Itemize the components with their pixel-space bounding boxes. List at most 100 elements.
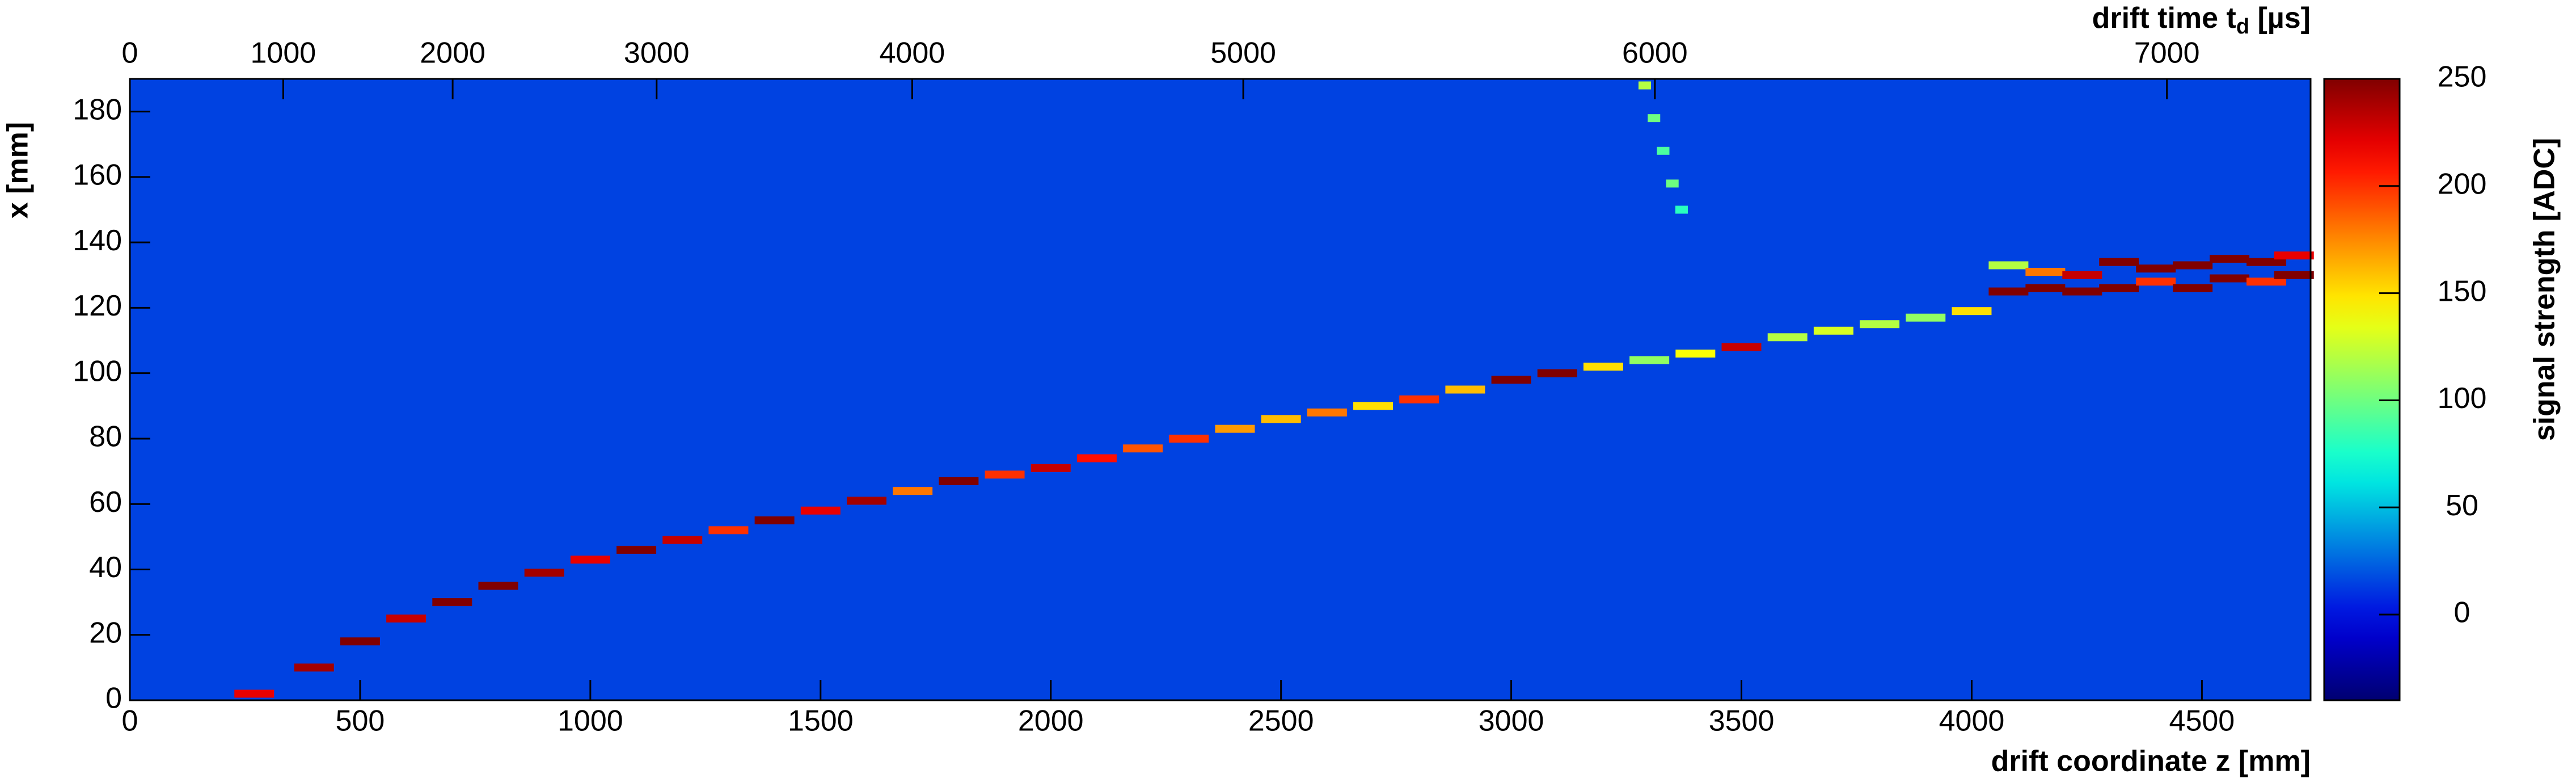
heatmap-cell — [1638, 81, 1652, 90]
heatmap-cell — [754, 516, 795, 525]
x-tick-label: 2000 — [1018, 705, 1084, 738]
heatmap-cell — [2274, 251, 2314, 260]
heatmap-cell — [432, 598, 472, 607]
heatmap-background — [130, 79, 2311, 700]
colorbar-tick-label: 200 — [2438, 168, 2487, 201]
x2-axis-title-part: [µs] — [2249, 2, 2311, 35]
x-tick-label: 3000 — [1479, 705, 1544, 738]
heatmap-cell — [2274, 271, 2314, 279]
x2-axis-title-part: drift time t — [2092, 2, 2236, 35]
heatmap-cell — [2136, 264, 2176, 273]
colorbar-tick-label: 150 — [2438, 275, 2487, 308]
x-tick-label: 4000 — [1939, 705, 2005, 738]
heatmap-cell — [1988, 261, 2029, 270]
heatmap-cell — [1675, 205, 1688, 214]
heatmap-cell — [1123, 444, 1163, 453]
x-tick-label: 2500 — [1248, 705, 1314, 738]
heatmap-cell — [1261, 415, 1301, 423]
heatmap-cell — [1648, 114, 1661, 123]
y-axis-title: x [mm] — [2, 122, 35, 218]
heatmap-cell — [2210, 274, 2250, 283]
y-tick-label: 0 — [105, 682, 122, 715]
heatmap-cell — [570, 556, 610, 564]
x2-tick-label: 4000 — [880, 37, 945, 70]
x2-tick-label: 2000 — [420, 37, 485, 70]
heatmap-cell — [1215, 424, 1255, 433]
y-tick-label: 160 — [73, 159, 122, 192]
x2-tick-label: 7000 — [2134, 37, 2200, 70]
heatmap-cell — [1307, 408, 1347, 417]
heatmap-cell — [1629, 356, 1670, 364]
heatmap-cell — [524, 569, 564, 577]
x-tick-label: 500 — [336, 705, 385, 738]
heatmap-cell — [1353, 402, 1393, 410]
x2-tick-label: 0 — [122, 37, 138, 70]
heatmap-cell — [386, 614, 426, 623]
heatmap-cell — [985, 470, 1025, 479]
heatmap-cell — [2062, 287, 2102, 296]
heatmap-cell — [800, 506, 841, 515]
y-tick-label: 140 — [73, 224, 122, 257]
heatmap-cell — [1675, 350, 1716, 358]
x-tick-label: 3500 — [1709, 705, 1775, 738]
heatmap-cell — [2062, 271, 2102, 279]
heatmap-cell — [893, 487, 933, 495]
heatmap-cell — [1988, 287, 2029, 296]
heatmap-cell — [1813, 326, 1853, 335]
x2-tick-label: 6000 — [1622, 37, 1688, 70]
heatmap-cell — [662, 536, 703, 544]
x2-axis-title: drift time td [µs] — [2092, 2, 2311, 39]
heatmap-cell — [1076, 454, 1117, 462]
heatmap-cell — [2173, 284, 2213, 292]
heatmap-cell — [2246, 277, 2287, 286]
heatmap-cell — [1860, 320, 1900, 329]
heatmap-cell — [2025, 268, 2066, 276]
heatmap-cell — [1952, 307, 1992, 316]
heatmap-cell — [2025, 284, 2066, 292]
heatmap-cell — [1721, 343, 1762, 351]
plot-frame — [129, 78, 2312, 701]
heatmap-cell — [478, 582, 518, 590]
x-axis-title: drift coordinate z [mm] — [1991, 745, 2311, 778]
heatmap-cell — [2136, 277, 2176, 286]
heatmap-cell — [2246, 258, 2287, 266]
colorbar — [2323, 78, 2401, 701]
heatmap-cell — [1491, 376, 1531, 384]
heatmap-cell — [2210, 254, 2250, 263]
y-tick-label: 180 — [73, 93, 122, 126]
y-tick-label: 60 — [89, 486, 122, 519]
heatmap-cell — [1583, 363, 1623, 371]
heatmap-cell — [1906, 313, 1946, 322]
y-tick-label: 120 — [73, 289, 122, 322]
colorbar-tick-label: 250 — [2438, 61, 2487, 94]
heatmap-cell — [1399, 395, 1439, 403]
heatmap-cell — [1657, 146, 1670, 155]
heatmap-cell — [939, 477, 979, 485]
heatmap-cell — [1445, 385, 1485, 394]
x2-tick-label: 3000 — [624, 37, 690, 70]
y-tick-label: 100 — [73, 355, 122, 388]
x-tick-label: 0 — [122, 705, 138, 738]
heatmap-cell — [294, 663, 334, 672]
x2-tick-label: 5000 — [1210, 37, 1276, 70]
y-tick-label: 80 — [89, 420, 122, 453]
heatmap-cell — [2099, 284, 2139, 292]
heatmap-cell — [616, 545, 657, 554]
x-tick-label: 1500 — [788, 705, 854, 738]
heatmap-cell — [1537, 369, 1577, 377]
x-tick-label: 1000 — [558, 705, 623, 738]
heatmap-cell — [708, 526, 749, 535]
colorbar-tick-label: 0 — [2454, 596, 2471, 629]
heatmap-cell — [2173, 261, 2213, 270]
colorbar-tick-label: 50 — [2446, 489, 2478, 522]
colorbar-tick-label: 100 — [2438, 382, 2487, 415]
heatmap-cell — [846, 497, 886, 505]
heatmap-cell — [1169, 434, 1209, 443]
heatmap-cell — [234, 689, 275, 698]
heatmap-cell — [1666, 179, 1679, 188]
heatmap-cell — [2099, 258, 2139, 266]
x2-axis-title-part: d — [2236, 15, 2249, 39]
colorbar-title: signal strength [ADC] — [2528, 138, 2561, 441]
y-tick-label: 40 — [89, 551, 122, 584]
